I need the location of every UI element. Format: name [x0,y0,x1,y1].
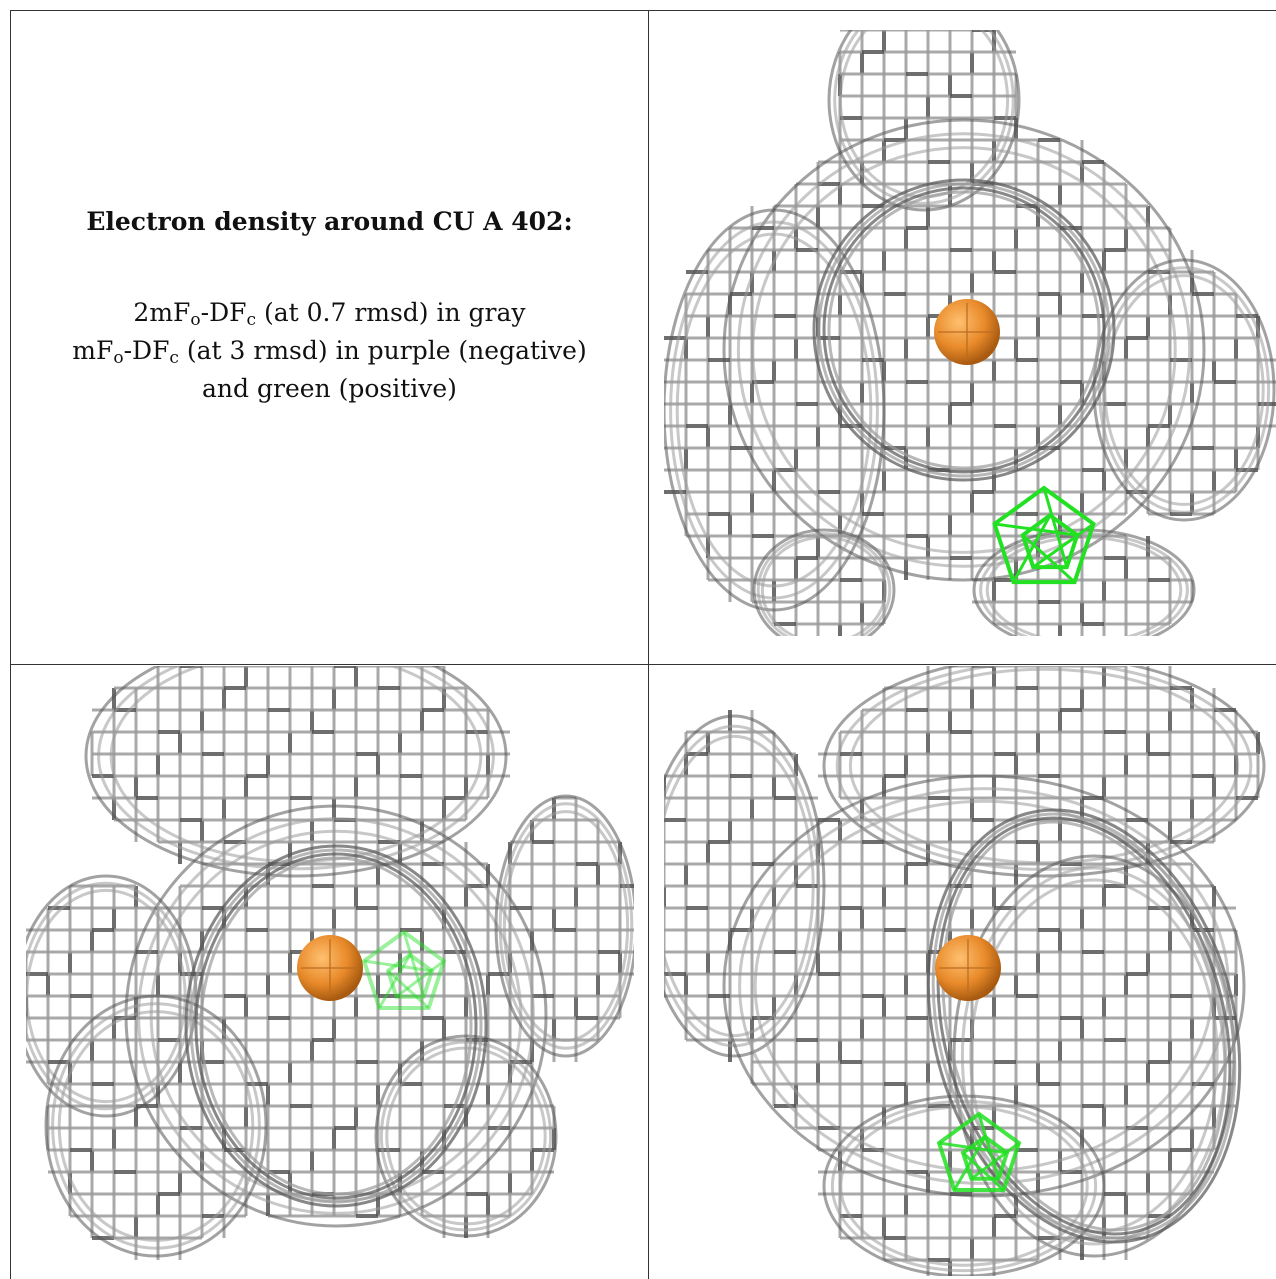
density-view-3 [664,666,1276,1276]
density-view-2 [26,666,634,1276]
density-contours [664,30,1276,636]
positive-difference-density [936,1111,1022,1192]
legend-line-colors: and green (positive) [202,374,457,403]
cu-atom-sphere [935,935,1001,1001]
mesh-view-3 [664,666,1266,1276]
density-mesh-2fofc [664,30,1276,636]
legend-cell: Electron density around CU A 402: 2mFo-D… [11,11,648,663]
positive-difference-density [361,929,447,1010]
legend-text: 2mFo-DFc (at 0.7 rmsd) in gray mFo-DFc (… [72,294,586,408]
density-view-1 [664,30,1276,636]
frame-left [10,10,11,1279]
frame-top [10,10,1276,11]
mesh-view-1 [664,30,1276,636]
cu-atom-sphere [934,299,1000,365]
density-contours [664,666,1266,1276]
density-contours [26,666,634,1258]
mesh-view-2 [26,666,634,1260]
positive-difference-density [992,485,1096,585]
cu-atom-sphere [297,935,363,1001]
frame-middle [10,664,1276,665]
figure-title: Electron density around CU A 402: [86,207,573,236]
legend-line-fofc: mFo-DFc (at 3 rmsd) in purple (negative) [72,336,587,368]
legend-line-2fofc: 2mFo-DFc (at 0.7 rmsd) in gray [133,298,526,330]
frame-center [648,10,649,1279]
